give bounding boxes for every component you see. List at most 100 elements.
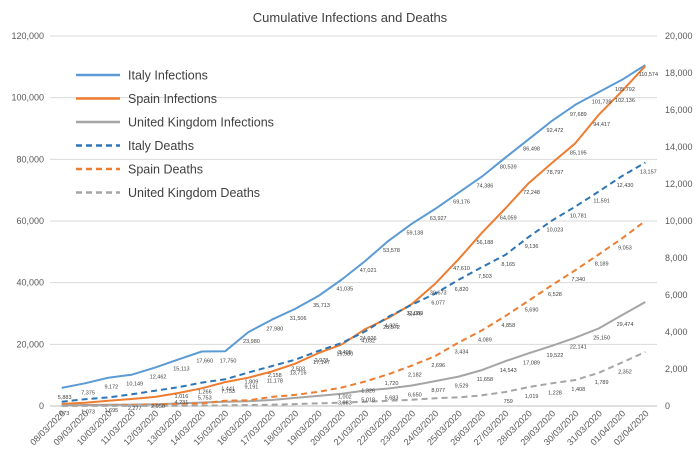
data-label: 17,089 bbox=[523, 360, 540, 366]
data-label: 11,178 bbox=[267, 379, 283, 385]
data-label: 9,172 bbox=[104, 385, 118, 391]
data-label: 22,141 bbox=[570, 345, 587, 351]
data-label: 3,434 bbox=[455, 349, 469, 355]
series-line-4 bbox=[61, 220, 646, 407]
right-tick-label: 2,000 bbox=[665, 364, 688, 374]
data-label: 24,926 bbox=[360, 336, 377, 342]
data-label: 17,660 bbox=[196, 359, 213, 365]
data-label: 2,978 bbox=[315, 358, 329, 364]
gridlines bbox=[50, 35, 657, 407]
data-label: 3,983 bbox=[338, 401, 352, 407]
data-label: 6,650 bbox=[408, 392, 422, 398]
data-label: 47,021 bbox=[360, 268, 377, 274]
data-label: 6,820 bbox=[455, 287, 469, 293]
data-label: 4,089 bbox=[478, 337, 492, 343]
data-label: 7,753 bbox=[221, 389, 235, 395]
right-tick-label: 12,000 bbox=[665, 179, 693, 189]
data-label: 5,683 bbox=[385, 395, 399, 401]
data-label: 9,053 bbox=[618, 246, 632, 252]
data-label: 25,150 bbox=[593, 335, 610, 341]
left-tick-label: 80,000 bbox=[16, 154, 44, 164]
data-label: 94,417 bbox=[593, 122, 610, 128]
data-label: 2,696 bbox=[431, 363, 445, 369]
data-label: 15,113 bbox=[173, 366, 189, 372]
data-label: 110,574 bbox=[639, 72, 658, 78]
data-label: 1,789 bbox=[595, 380, 609, 386]
right-tick-label: 10,000 bbox=[665, 216, 693, 226]
data-label: 7,375 bbox=[81, 390, 95, 396]
left-tick-label: 0 bbox=[39, 401, 44, 411]
data-label: 72,248 bbox=[523, 190, 540, 196]
data-label: 673 bbox=[60, 411, 69, 417]
data-label: 1,002 bbox=[338, 394, 352, 400]
data-label: 92,472 bbox=[547, 128, 564, 134]
data-label: 53,578 bbox=[383, 248, 400, 254]
right-tick-label: 18,000 bbox=[665, 68, 693, 78]
data-label: 2,182 bbox=[408, 373, 422, 379]
left-tick-label: 40,000 bbox=[16, 278, 44, 288]
data-label: 9,136 bbox=[525, 244, 539, 250]
data-label: 31,506 bbox=[290, 316, 307, 322]
data-label: 5,883 bbox=[58, 395, 72, 401]
legend-label: United Kingdom Infections bbox=[128, 116, 274, 130]
data-label: 759 bbox=[504, 399, 513, 405]
data-label: 28,572 bbox=[383, 325, 400, 331]
data-label: 86,498 bbox=[523, 146, 540, 152]
data-label: 2,950 bbox=[151, 404, 165, 410]
data-label: 85,195 bbox=[570, 150, 587, 156]
data-label: 5,018 bbox=[361, 398, 375, 404]
data-label: 13,157 bbox=[640, 170, 657, 176]
data-label: 1,695 bbox=[104, 408, 118, 414]
data-label: 8,077 bbox=[431, 388, 445, 394]
data-label: 1,408 bbox=[571, 387, 585, 393]
series-line-2 bbox=[61, 301, 646, 407]
data-label: 3,405 bbox=[338, 350, 352, 356]
data-label: 1,019 bbox=[525, 394, 539, 400]
data-label: 19,522 bbox=[547, 353, 564, 359]
data-label: 1,441 bbox=[221, 386, 235, 392]
legend-label: Italy Deaths bbox=[128, 139, 194, 153]
data-label: 17,750 bbox=[220, 358, 237, 364]
data-label: 7,503 bbox=[478, 274, 492, 280]
data-label: 11,591 bbox=[593, 199, 609, 205]
right-axis: 0 2,000 4,000 6,000 8,000 10,000 12,000 14,000 1… bbox=[665, 31, 693, 411]
data-label: 2,503 bbox=[291, 367, 305, 373]
data-label: 69,176 bbox=[453, 200, 470, 206]
right-tick-label: 16,000 bbox=[665, 105, 693, 115]
left-tick-label: 20,000 bbox=[16, 339, 44, 349]
data-label: 2,277 bbox=[128, 406, 142, 412]
data-label: 78,797 bbox=[547, 170, 564, 176]
data-label: 80,539 bbox=[500, 165, 517, 171]
data-label: 1,073 bbox=[81, 410, 95, 416]
data-label: 39,673 bbox=[430, 291, 447, 297]
data-label: 17,147 bbox=[313, 360, 330, 366]
data-label: 10,023 bbox=[547, 228, 564, 234]
data-label: 5,690 bbox=[525, 308, 539, 314]
data-label: 97,689 bbox=[570, 112, 587, 118]
right-tick-label: 0 bbox=[665, 401, 670, 411]
data-label: 12,462 bbox=[150, 375, 167, 381]
data-label: 5,476 bbox=[408, 312, 422, 318]
data-label: 1,016 bbox=[175, 394, 189, 400]
data-label: 35,713 bbox=[313, 303, 330, 309]
data-label: 12,430 bbox=[617, 183, 634, 189]
data-label: 11,658 bbox=[477, 377, 493, 383]
series-lines bbox=[61, 64, 647, 407]
data-label: 29,474 bbox=[617, 322, 634, 328]
data-labels: 5,883 7,375 9,172 10,149 12,462 15,113 17,660 1… bbox=[58, 72, 658, 417]
data-label: 10,781 bbox=[570, 214, 587, 220]
data-label: 19,980 bbox=[336, 351, 353, 357]
data-label: 8,189 bbox=[595, 262, 609, 268]
data-label: 4,858 bbox=[501, 323, 515, 329]
right-tick-label: 6,000 bbox=[665, 290, 688, 300]
left-tick-label: 100,000 bbox=[11, 93, 44, 103]
data-label: 10,149 bbox=[126, 382, 143, 388]
data-label: 105,792 bbox=[615, 87, 635, 93]
data-label: 6,077 bbox=[431, 301, 445, 307]
legend-label: Spain Deaths bbox=[128, 163, 203, 177]
legend-label: United Kingdom Deaths bbox=[128, 186, 260, 200]
data-label: 1,266 bbox=[198, 390, 212, 396]
data-label: 7,340 bbox=[571, 277, 585, 283]
